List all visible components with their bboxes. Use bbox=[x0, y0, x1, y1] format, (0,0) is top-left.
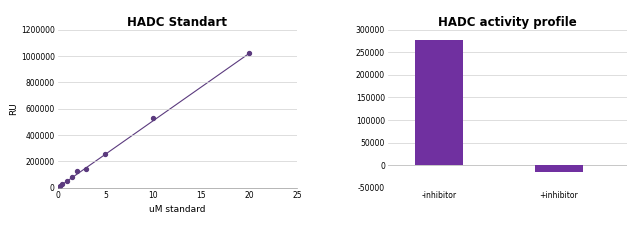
Title: HADC Standart: HADC Standart bbox=[127, 16, 227, 29]
Point bbox=[148, 116, 159, 120]
Bar bbox=[415, 40, 463, 165]
Point bbox=[67, 175, 77, 179]
Point bbox=[54, 185, 65, 188]
Bar bbox=[535, 165, 583, 172]
X-axis label: uM standard: uM standard bbox=[149, 205, 205, 214]
Point bbox=[52, 186, 63, 190]
Point bbox=[81, 167, 92, 171]
Point bbox=[62, 179, 72, 182]
Point bbox=[72, 169, 82, 172]
Title: HADC activity profile: HADC activity profile bbox=[438, 16, 577, 29]
Point bbox=[244, 52, 254, 55]
Point bbox=[100, 152, 111, 155]
Point bbox=[57, 183, 67, 186]
Y-axis label: RU: RU bbox=[9, 102, 18, 115]
